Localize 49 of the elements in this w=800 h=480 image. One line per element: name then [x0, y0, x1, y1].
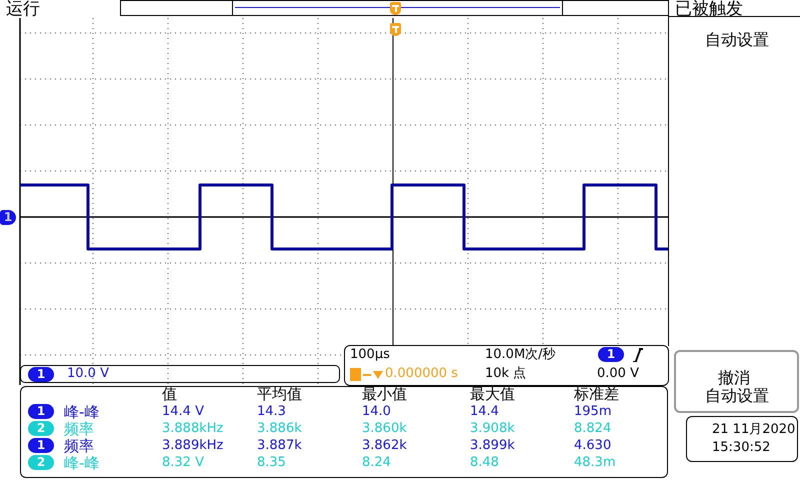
text: 峰-峰	[64, 403, 100, 421]
text: 3.889kHz	[162, 438, 224, 454]
text: 自动设置	[705, 30, 769, 50]
text: 8.48	[470, 455, 499, 471]
text: 3.886k	[257, 421, 302, 437]
text: 标准差	[574, 385, 619, 403]
text: 1	[598, 347, 624, 362]
text: 14.4	[470, 404, 499, 420]
text: 0.000000 s	[385, 366, 458, 382]
text: 自动设置	[705, 386, 769, 406]
text: 3.908k	[470, 421, 515, 437]
text: 21 11月2020	[712, 422, 796, 438]
text: 10k 点	[485, 366, 526, 382]
text: 10.0 V	[67, 366, 109, 382]
text: 8.824	[574, 421, 612, 437]
text: 3.888kHz	[162, 421, 224, 437]
text: 100µs	[350, 347, 390, 363]
text: 1	[28, 438, 54, 453]
text: 48.3m	[574, 455, 616, 471]
text: 14.0	[362, 404, 391, 420]
text: 14.4 V	[162, 404, 204, 420]
text: 0.00 V	[597, 366, 639, 382]
text: 值	[162, 385, 177, 403]
text: 频率	[64, 437, 94, 455]
text: 4.630	[574, 438, 612, 454]
text: 3.899k	[470, 438, 515, 454]
text: 3.887k	[257, 438, 302, 454]
text: 最小值	[362, 385, 407, 403]
text: 1	[28, 367, 54, 382]
text: 15:30:52	[712, 440, 770, 456]
text: 撤消	[718, 368, 750, 388]
text: 3.862k	[362, 438, 407, 454]
text: 8.24	[362, 455, 391, 471]
text: 峰-峰	[64, 454, 100, 472]
text: 2	[28, 421, 54, 436]
text: 10.0M次/秒	[485, 347, 556, 363]
text: 14.3	[257, 404, 286, 420]
text: 2	[28, 455, 54, 470]
text: 1	[28, 404, 54, 419]
text: 运行	[6, 0, 40, 19]
text: 195m	[574, 404, 612, 420]
text: 1	[0, 210, 16, 225]
text: 3.860k	[362, 421, 407, 437]
text: 平均值	[257, 385, 302, 403]
text: 8.35	[257, 455, 286, 471]
text: 频率	[64, 420, 94, 438]
text: 已被触发	[675, 0, 743, 19]
text: 8.32 V	[162, 455, 204, 471]
text: 最大值	[470, 385, 515, 403]
